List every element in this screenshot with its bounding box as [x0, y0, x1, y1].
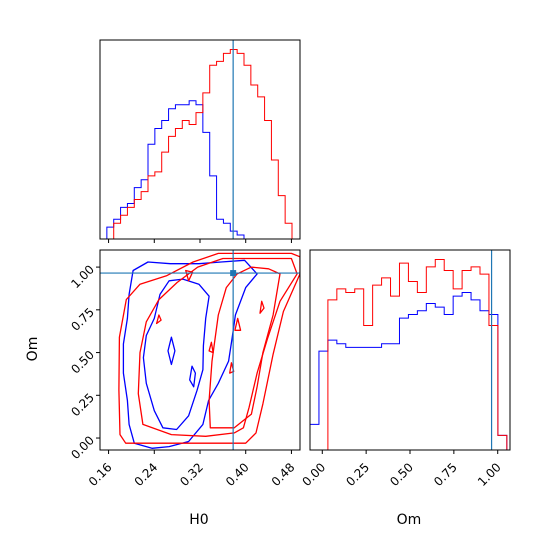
- contour-red: [118, 252, 300, 444]
- joint-y-tick-label: 0.25: [68, 390, 97, 419]
- contour-red: [155, 314, 162, 325]
- joint-y-tick-label: 0.50: [68, 348, 97, 377]
- om-histogram-x-tick-label: 0.50: [387, 460, 416, 489]
- om-histogram-series-red: [310, 259, 508, 451]
- contour-red: [234, 317, 242, 331]
- om-histogram-x-tick-label: 0.25: [343, 460, 372, 489]
- joint-x-tick-label: 0.40: [223, 460, 252, 489]
- contour-blue: [189, 365, 197, 388]
- om-histogram-frame: [309, 249, 511, 451]
- contour-red: [185, 269, 194, 282]
- h0-om-contour-panel: 0.16 0.24 0.32 0.40 0.48 0.00 0.25 0.50 0.75 1.00: [68, 249, 301, 489]
- joint-reference-point: [230, 270, 237, 277]
- joint-x-tick-label: 0.24: [132, 460, 161, 489]
- om-histogram-x-tick-label: 0.00: [300, 460, 329, 489]
- om-histogram-x-tick-label: 0.75: [431, 460, 460, 489]
- joint-x-tick-label: 0.32: [177, 460, 206, 489]
- h0-histogram-series-red: [100, 48, 299, 240]
- joint-frame: [99, 249, 301, 451]
- contour-red: [137, 257, 298, 437]
- joint-contours: [100, 250, 300, 450]
- joint-x-tick-label: 0.48: [269, 460, 298, 489]
- om-histogram-x-tick-label: 1.00: [475, 460, 504, 489]
- om-axis-label: Om: [25, 337, 41, 362]
- contour-red: [208, 341, 214, 354]
- contour-blue: [167, 336, 176, 366]
- om-histogram-panel: 0.00 0.25 0.50 0.75 1.00: [300, 249, 511, 489]
- joint-x-tick-label: 0.16: [86, 460, 115, 489]
- joint-y-tick-label: 0.75: [68, 305, 97, 334]
- contour-red: [208, 266, 281, 429]
- contour-blue: [122, 259, 258, 449]
- contour-red: [259, 300, 265, 314]
- joint-y-tick-label: 1.00: [68, 262, 97, 291]
- joint-y-tick-label: 0.00: [68, 433, 97, 462]
- h0-axis-label: H0: [189, 512, 208, 528]
- om-x-axis-label: Om: [397, 512, 422, 528]
- h0-histogram-frame: [99, 39, 301, 240]
- om-histogram-series-blue: [309, 291, 508, 450]
- contour-blue: [142, 278, 210, 431]
- h0-histogram-series-blue: [100, 100, 299, 240]
- h0-histogram-panel: [99, 39, 301, 243]
